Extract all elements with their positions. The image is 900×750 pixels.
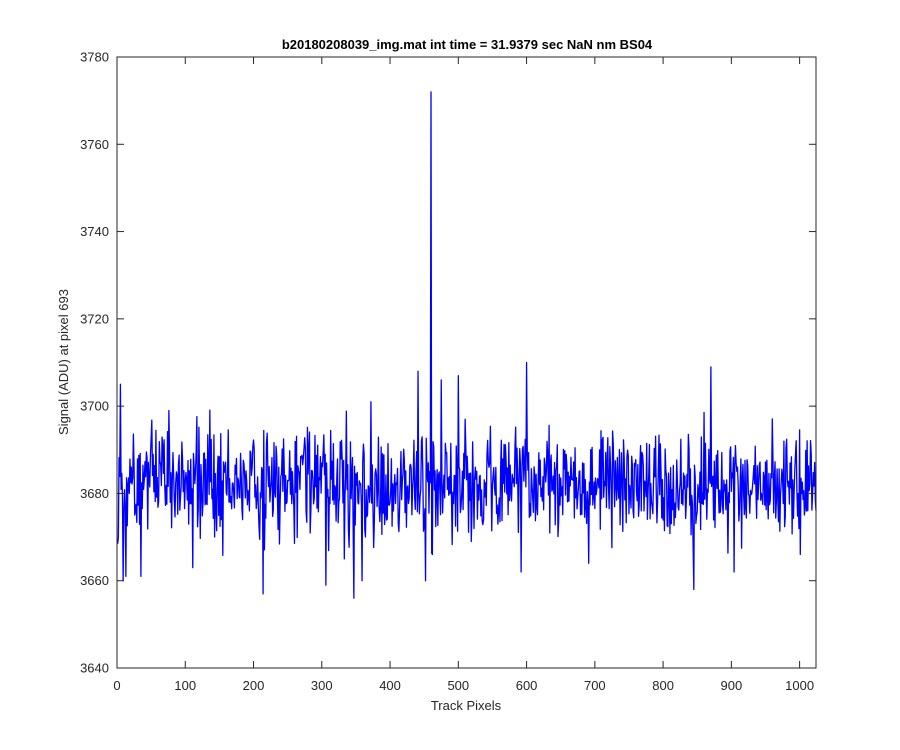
series-layer: [117, 91, 817, 599]
y-tick-label: 3720: [80, 311, 109, 326]
y-tick-label: 3640: [80, 661, 109, 676]
x-axis-label: Track Pixels: [431, 698, 502, 713]
x-tick-label: 300: [311, 678, 333, 693]
y-tick-label: 3760: [80, 137, 109, 152]
plot-area: [117, 57, 816, 668]
signal-series-line: [117, 91, 817, 599]
x-tick-label: 500: [447, 678, 469, 693]
axes-layer: [116, 56, 817, 669]
x-tick-label: 700: [584, 678, 606, 693]
y-tick-label: 3680: [80, 486, 109, 501]
x-tick-label: 200: [243, 678, 265, 693]
x-tick-label: 1000: [785, 678, 814, 693]
axes-box: [116, 56, 817, 669]
x-tick-label: 100: [174, 678, 196, 693]
x-axis-ticks: 0 100 200 300 400 500 600 700 800 900 1000: [113, 57, 814, 693]
x-tick-label: 400: [379, 678, 401, 693]
x-tick-label: 900: [721, 678, 743, 693]
x-tick-label: 800: [652, 678, 674, 693]
x-tick-label: 600: [516, 678, 538, 693]
y-tick-label: 3740: [80, 224, 109, 239]
y-tick-label: 3660: [80, 573, 109, 588]
y-tick-label: 3780: [80, 50, 109, 65]
x-tick-label: 0: [113, 678, 120, 693]
y-tick-label: 3700: [80, 399, 109, 414]
chart-title: b20180208039_img.mat int time = 31.9379 …: [282, 37, 653, 52]
y-axis-ticks: 3640 3660 3680 3700 3720 3740 3760 3780: [80, 50, 816, 676]
y-axis-label: Signal (ADU) at pixel 693: [56, 289, 71, 435]
